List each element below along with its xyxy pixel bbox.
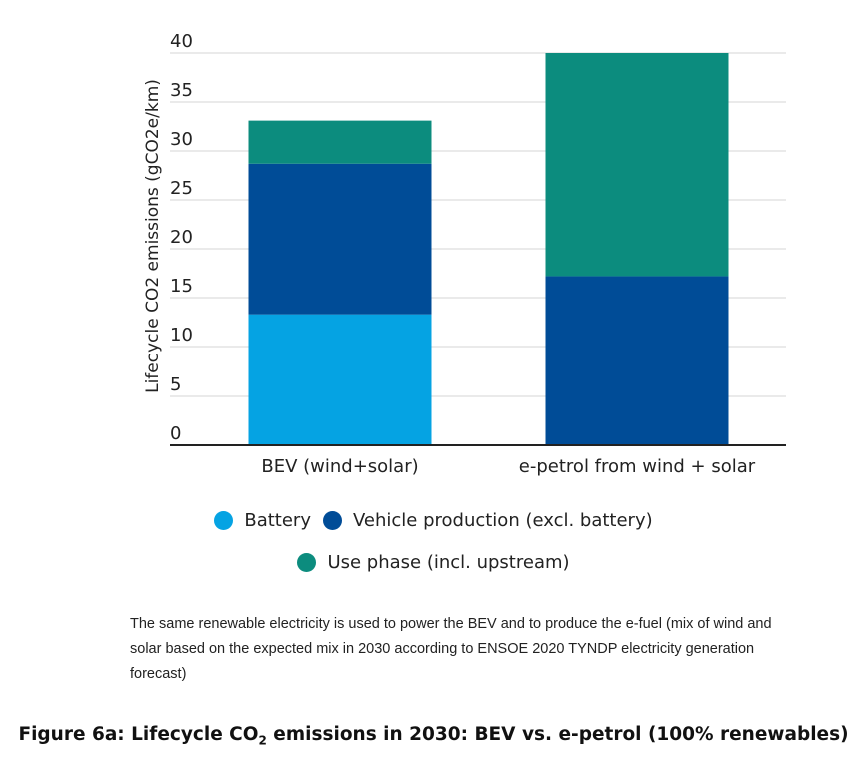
- x-category-label-0: BEV (wind+solar): [261, 456, 418, 477]
- legend-swatch-vehicle-production: [322, 511, 342, 530]
- legend-row-2: Use phase (incl. upstream): [0, 552, 867, 573]
- caption-text-end: emissions in 2030: BEV vs. e-petrol (100…: [266, 724, 849, 745]
- bar-segment-0-1: [248, 163, 432, 315]
- bar-segment-1-1: [545, 276, 729, 445]
- legend-item-vehicle-production: Vehicle production (excl. battery): [322, 510, 653, 531]
- bar-segment-0-0: [248, 314, 432, 445]
- caption-text-start: Figure 6a: Lifecycle CO: [18, 724, 259, 745]
- legend-label-use-phase: Use phase (incl. upstream): [327, 552, 570, 573]
- legend-swatch-battery: [214, 511, 234, 530]
- legend-item-use-phase: Use phase (incl. upstream): [297, 552, 570, 573]
- y-axis-title: Lifecycle CO2 emissions (gCO2e/km): [143, 79, 163, 393]
- y-tick-label-15: 15: [170, 276, 193, 297]
- y-tick-label-30: 30: [170, 129, 193, 150]
- legend-row-1: Battery Vehicle production (excl. batter…: [0, 510, 867, 531]
- caption-subscript: 2: [258, 733, 267, 748]
- y-tick-label-20: 20: [170, 227, 193, 248]
- bars: [248, 53, 729, 445]
- y-tick-label-25: 25: [170, 178, 193, 199]
- legend-label-battery: Battery: [244, 510, 311, 531]
- legend-item-battery: Battery: [214, 510, 311, 531]
- x-category-label-1: e-petrol from wind + solar: [519, 456, 756, 477]
- x-category-labels: BEV (wind+solar) e-petrol from wind + sol…: [261, 456, 755, 477]
- legend-swatch-use-phase: [297, 553, 317, 572]
- bar-segment-1-2: [545, 53, 729, 277]
- y-tick-label-10: 10: [170, 325, 193, 346]
- y-tick-label-35: 35: [170, 80, 193, 101]
- y-tick-labels: 0 5 10 15 20 25 30 35 40: [170, 31, 193, 444]
- bar-segment-0-2: [248, 120, 432, 164]
- legend-label-vehicle-production: Vehicle production (excl. battery): [352, 510, 653, 531]
- chart-footnote: The same renewable electricity is used t…: [130, 616, 772, 682]
- stacked-bar-chart: 0 5 10 15 20 25 30 35 40 BEV (wind+solar) e-petro…: [143, 31, 786, 477]
- y-tick-label-40: 40: [170, 31, 193, 52]
- figure-caption: Figure 6a: Lifecycle CO2 emissions in 20…: [0, 724, 867, 748]
- y-tick-label-0: 0: [170, 423, 181, 444]
- y-tick-label-5: 5: [170, 374, 181, 395]
